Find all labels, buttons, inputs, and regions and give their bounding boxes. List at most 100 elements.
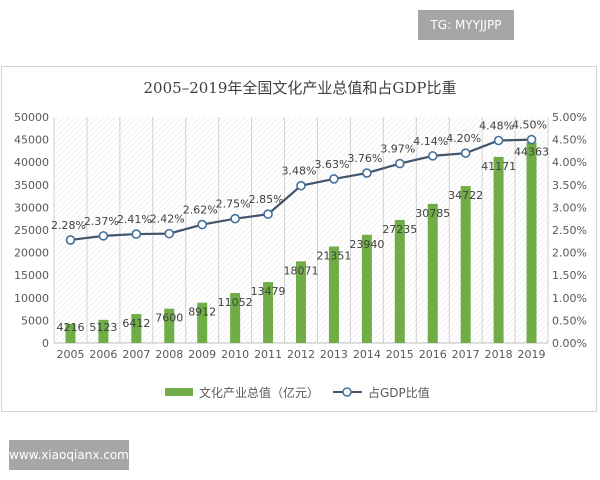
bar — [98, 319, 109, 343]
ratio-marker — [394, 158, 405, 169]
line-data-label: 4.50% — [512, 119, 547, 132]
line-data-label: 3.48% — [282, 165, 317, 178]
ratio-marker — [493, 135, 504, 146]
bar-data-label: 41171 — [481, 160, 516, 173]
right-tick-label: 0.00% — [552, 337, 587, 350]
chart-frame — [1, 66, 597, 412]
bar — [131, 314, 142, 343]
x-tick-label: 2015 — [386, 348, 414, 361]
bar — [328, 246, 339, 343]
legend-bar-swatch — [165, 388, 193, 396]
chart-title: 2005–2019年全国文化产业总值和占GDP比重 — [144, 79, 457, 97]
bar-data-label: 27235 — [382, 223, 417, 236]
ratio-marker — [98, 231, 109, 241]
x-tick-label: 2014 — [353, 348, 381, 361]
ratio-marker — [230, 213, 240, 224]
x-tick-label: 2013 — [320, 348, 348, 361]
line-data-label: 3.76% — [347, 152, 382, 165]
legend-line-label: 占GDP比值 — [368, 385, 430, 400]
right-tick-label: 4.00% — [552, 156, 587, 169]
x-tick-label: 2016 — [419, 348, 447, 361]
x-tick-label: 2018 — [485, 348, 513, 361]
tg-badge: TG: MYYJJPP — [418, 10, 514, 40]
x-tick-label: 2011 — [254, 348, 282, 361]
right-tick-label: 1.50% — [552, 269, 587, 282]
line-data-label: 2.42% — [150, 213, 185, 226]
line-data-label: 3.63% — [314, 158, 349, 171]
bar — [197, 302, 208, 343]
x-tick-label: 2010 — [221, 348, 249, 361]
ratio-marker — [427, 151, 438, 161]
line-data-label: 2.28% — [51, 219, 86, 232]
right-tick-label: 5.00% — [552, 111, 587, 124]
bar — [526, 142, 537, 343]
x-tick-label: 2006 — [89, 348, 117, 361]
bar-data-label: 8912 — [188, 306, 216, 319]
ratio-marker — [296, 180, 306, 191]
left-tick-label: 50000 — [14, 111, 49, 124]
bar-data-label: 44363 — [514, 145, 549, 158]
ratio-marker — [131, 229, 142, 239]
x-tick-label: 2017 — [452, 348, 480, 361]
x-tick-label: 2019 — [518, 348, 546, 361]
left-tick-label: 30000 — [14, 201, 49, 214]
ratio-marker — [362, 168, 372, 178]
right-tick-label: 0.50% — [552, 314, 587, 327]
bar — [263, 282, 274, 343]
bar — [164, 308, 175, 343]
line-data-label: 2.75% — [216, 198, 251, 211]
line-data-label: 4.48% — [479, 120, 514, 133]
ratio-marker — [460, 148, 471, 158]
left-tick-label: 0 — [42, 337, 49, 350]
left-tick-label: 45000 — [14, 134, 49, 147]
line-data-label: 2.41% — [117, 213, 152, 226]
ratio-marker — [164, 228, 175, 239]
right-tick-label: 2.50% — [552, 224, 587, 237]
line-data-label: 2.37% — [84, 215, 119, 228]
bar-data-label: 23940 — [349, 238, 384, 251]
x-tick-label: 2008 — [155, 348, 183, 361]
ratio-marker — [197, 219, 207, 230]
right-tick-label: 3.50% — [552, 179, 587, 192]
line-data-label: 4.14% — [413, 135, 448, 148]
bar-data-label: 30785 — [415, 207, 450, 220]
bar-data-label: 11052 — [218, 296, 253, 309]
bar-data-label: 34722 — [448, 189, 483, 202]
bar — [394, 219, 405, 343]
left-tick-label: 40000 — [14, 156, 49, 169]
left-tick-label: 15000 — [14, 269, 49, 282]
line-data-label: 2.62% — [183, 204, 218, 217]
bar — [493, 156, 504, 343]
right-tick-label: 2.00% — [552, 247, 587, 260]
bar-data-label: 5123 — [89, 321, 117, 334]
bar — [460, 186, 471, 343]
legend-line-marker — [342, 387, 352, 397]
ratio-marker — [65, 235, 76, 245]
line-data-label: 4.20% — [446, 132, 481, 145]
legend-bar-label: 文化产业总值（亿元） — [199, 385, 319, 400]
line-data-label: 2.85% — [249, 193, 284, 206]
left-tick-label: 5000 — [21, 314, 49, 327]
left-tick-label: 35000 — [14, 179, 49, 192]
bar-data-label: 13479 — [251, 285, 286, 298]
left-tick-label: 10000 — [14, 292, 49, 305]
left-tick-label: 25000 — [14, 224, 49, 237]
bar-data-label: 4216 — [56, 321, 84, 334]
x-tick-label: 2009 — [188, 348, 216, 361]
bar-data-label: 7600 — [155, 312, 183, 325]
ratio-marker — [329, 174, 339, 184]
bar — [296, 261, 306, 343]
right-tick-label: 3.00% — [552, 201, 587, 214]
watermark-badge: www.xiaoqianx.com — [9, 440, 129, 470]
bar-data-label: 18071 — [284, 264, 319, 277]
bar — [361, 234, 372, 343]
bar-data-label: 21351 — [316, 249, 351, 262]
bar-data-label: 6412 — [122, 317, 150, 330]
left-tick-label: 20000 — [14, 247, 49, 260]
ratio-marker — [526, 134, 537, 145]
line-data-label: 3.97% — [380, 143, 415, 156]
x-tick-label: 2007 — [122, 348, 150, 361]
bar — [65, 323, 76, 343]
bar — [230, 293, 241, 343]
